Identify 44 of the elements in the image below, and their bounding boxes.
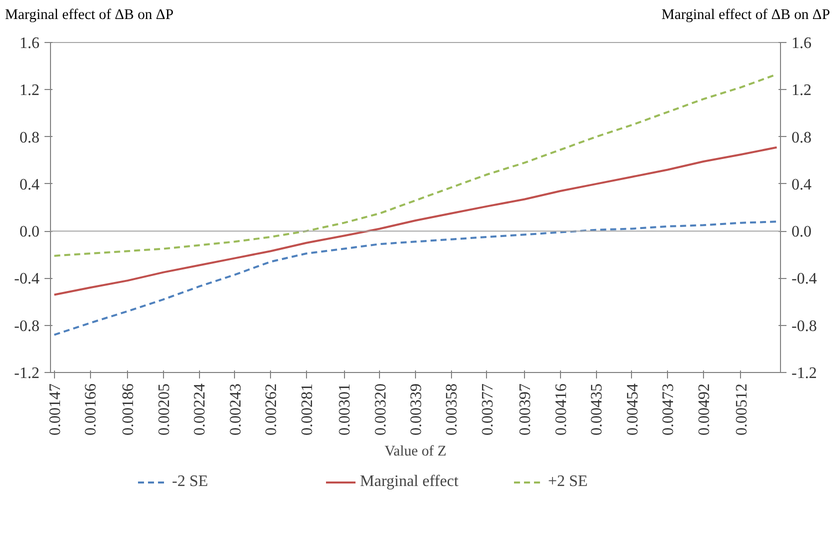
x-tick-label: 0.00281 <box>298 384 316 436</box>
y2-axis-title: Marginal effect of ΔB on ΔP <box>661 6 830 25</box>
x-tick-label: 0.00473 <box>660 384 678 436</box>
x-tick-label: 0.00205 <box>156 384 173 436</box>
x-tick-label: 0.00262 <box>263 384 280 436</box>
y-tick-label: 0.0 <box>20 224 40 241</box>
y2-tick-label: 0.4 <box>792 176 812 194</box>
y2-tick-label: -1.2 <box>792 365 817 382</box>
y-tick-label: 1.2 <box>20 82 40 100</box>
y-tick-label: -1.2 <box>14 365 40 382</box>
x-tick-label: 0.00339 <box>408 384 425 436</box>
legend-label: +2 SE <box>548 473 589 491</box>
line-series <box>53 146 778 296</box>
x-tick-label: 0.00224 <box>192 384 209 436</box>
x-tick-label: 0.00147 <box>46 384 64 436</box>
x-tick-label: 0.00492 <box>696 384 713 436</box>
x-tick-label: 0.00512 <box>733 384 750 436</box>
legend-label: -2 SE <box>172 473 209 491</box>
x-tick-label: 0.00377 <box>479 384 496 436</box>
x-tick-label: 0.00435 <box>588 384 606 436</box>
y2-tick-label: 1.2 <box>792 82 812 100</box>
y-tick-label: 1.6 <box>20 35 40 52</box>
x-tick-label: 0.00166 <box>82 384 100 436</box>
y-tick-label: -0.8 <box>14 318 40 335</box>
x-tick-label: 0.00186 <box>120 384 138 436</box>
x-tick-label: 0.00301 <box>336 384 354 436</box>
x-tick-label: 0.00243 <box>227 384 244 436</box>
y2-tick-label: 1.6 <box>792 35 812 52</box>
y2-tick-label: 0.8 <box>792 129 812 146</box>
y2-tick-label: 0.0 <box>792 224 812 241</box>
x-tick-label: 0.00416 <box>552 384 570 436</box>
line-series <box>53 220 778 336</box>
y2-tick-label: -0.8 <box>792 318 817 335</box>
y2-tick-label: -0.4 <box>792 270 817 288</box>
x-tick-label: 0.00454 <box>624 384 642 436</box>
y-axis-title: Marginal effect of ΔB on ΔP <box>5 6 174 25</box>
x-axis-title: Value of Z <box>384 444 446 460</box>
legend-label: Marginal effect <box>360 473 460 491</box>
x-tick-label: 0.00320 <box>372 384 390 436</box>
y-tick-label: 0.8 <box>20 129 40 146</box>
y-tick-label: -0.4 <box>14 270 40 288</box>
x-tick-label: 0.00358 <box>444 384 461 436</box>
y-tick-label: 0.4 <box>20 176 40 194</box>
x-tick-label: 0.00397 <box>517 384 534 436</box>
